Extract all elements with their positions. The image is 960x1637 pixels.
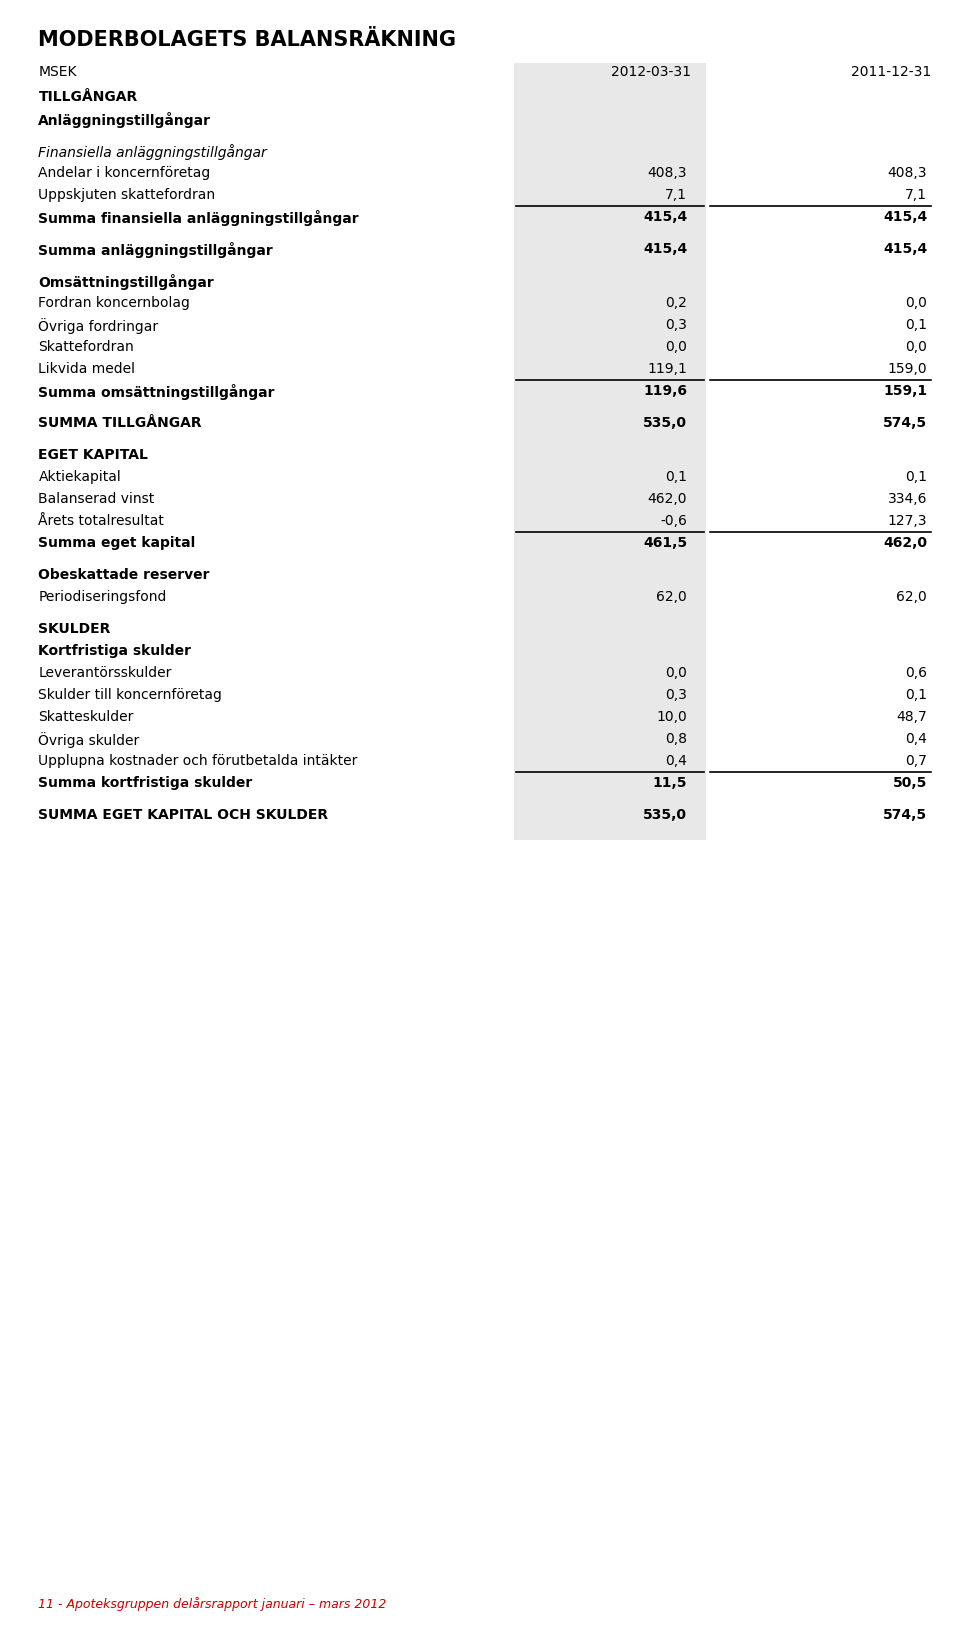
Text: Anläggningstillgångar: Anläggningstillgångar: [38, 111, 211, 128]
Text: 0,1: 0,1: [905, 688, 927, 702]
Text: 535,0: 535,0: [643, 416, 687, 431]
Text: Uppskjuten skattefordran: Uppskjuten skattefordran: [38, 188, 216, 201]
Text: Summa anläggningstillgångar: Summa anläggningstillgångar: [38, 242, 274, 259]
Text: 334,6: 334,6: [888, 493, 927, 506]
Text: 119,1: 119,1: [647, 362, 687, 377]
Text: 119,6: 119,6: [643, 385, 687, 398]
Text: -0,6: -0,6: [660, 514, 687, 529]
Text: 0,8: 0,8: [665, 732, 687, 746]
Text: 0,0: 0,0: [905, 340, 927, 354]
Text: 0,6: 0,6: [905, 666, 927, 679]
Text: Summa eget kapital: Summa eget kapital: [38, 535, 196, 550]
Text: Periodiseringsfond: Periodiseringsfond: [38, 589, 167, 604]
Text: Summa finansiella anläggningstillgångar: Summa finansiella anläggningstillgångar: [38, 210, 359, 226]
Text: 11 - Apoteksgruppen delårsrapport januari – mars 2012: 11 - Apoteksgruppen delårsrapport januar…: [38, 1598, 387, 1611]
Text: Leverantörsskulder: Leverantörsskulder: [38, 666, 172, 679]
Text: Andelar i koncernföretag: Andelar i koncernföretag: [38, 165, 210, 180]
Text: 50,5: 50,5: [893, 776, 927, 791]
Text: TILLGÅNGAR: TILLGÅNGAR: [38, 90, 137, 105]
Text: 0,0: 0,0: [665, 340, 687, 354]
Text: 7,1: 7,1: [665, 188, 687, 201]
Text: Summa kortfristiga skulder: Summa kortfristiga skulder: [38, 776, 252, 791]
Text: 0,1: 0,1: [665, 470, 687, 485]
Text: MODERBOLAGETS BALANSRÄKNING: MODERBOLAGETS BALANSRÄKNING: [38, 29, 456, 51]
Text: 159,0: 159,0: [888, 362, 927, 377]
Text: MSEK: MSEK: [38, 65, 77, 79]
Text: Summa omsättningstillgångar: Summa omsättningstillgångar: [38, 385, 275, 399]
Text: 574,5: 574,5: [883, 809, 927, 822]
Text: 10,0: 10,0: [657, 710, 687, 724]
Text: 0,3: 0,3: [665, 318, 687, 332]
Text: 0,2: 0,2: [665, 296, 687, 309]
Text: 0,4: 0,4: [905, 732, 927, 746]
Text: 2011-12-31: 2011-12-31: [851, 65, 931, 79]
Text: Skattefordran: Skattefordran: [38, 340, 134, 354]
Text: 0,3: 0,3: [665, 688, 687, 702]
Text: Övriga skulder: Övriga skulder: [38, 732, 139, 748]
Text: Obeskattade reserver: Obeskattade reserver: [38, 568, 210, 583]
Text: Omsättningstillgångar: Omsättningstillgångar: [38, 273, 214, 290]
Text: 415,4: 415,4: [643, 210, 687, 224]
Text: 7,1: 7,1: [905, 188, 927, 201]
Text: 461,5: 461,5: [643, 535, 687, 550]
Text: 408,3: 408,3: [648, 165, 687, 180]
Text: Upplupna kostnader och förutbetalda intäkter: Upplupna kostnader och förutbetalda intä…: [38, 755, 358, 768]
Text: 159,1: 159,1: [883, 385, 927, 398]
Text: 0,0: 0,0: [665, 666, 687, 679]
Text: Skulder till koncernföretag: Skulder till koncernföretag: [38, 688, 223, 702]
Text: Skatteskulder: Skatteskulder: [38, 710, 133, 724]
Text: 415,4: 415,4: [883, 210, 927, 224]
Text: Fordran koncernbolag: Fordran koncernbolag: [38, 296, 190, 309]
Text: 0,7: 0,7: [905, 755, 927, 768]
Text: Balanserad vinst: Balanserad vinst: [38, 493, 155, 506]
Text: 0,1: 0,1: [905, 470, 927, 485]
Text: 535,0: 535,0: [643, 809, 687, 822]
Text: Likvida medel: Likvida medel: [38, 362, 135, 377]
Text: 127,3: 127,3: [888, 514, 927, 529]
Text: 0,4: 0,4: [665, 755, 687, 768]
Text: Finansiella anläggningstillgångar: Finansiella anläggningstillgångar: [38, 144, 267, 160]
Text: Kortfristiga skulder: Kortfristiga skulder: [38, 643, 191, 658]
Text: 574,5: 574,5: [883, 416, 927, 431]
Text: 415,4: 415,4: [643, 242, 687, 255]
Text: 0,0: 0,0: [905, 296, 927, 309]
Text: Aktiekapital: Aktiekapital: [38, 470, 121, 485]
Text: 0,1: 0,1: [905, 318, 927, 332]
Text: 62,0: 62,0: [657, 589, 687, 604]
Text: 48,7: 48,7: [897, 710, 927, 724]
Text: Övriga fordringar: Övriga fordringar: [38, 318, 158, 334]
Text: SKULDER: SKULDER: [38, 622, 110, 637]
Text: SUMMA EGET KAPITAL OCH SKULDER: SUMMA EGET KAPITAL OCH SKULDER: [38, 809, 328, 822]
Text: Årets totalresultat: Årets totalresultat: [38, 514, 164, 529]
Text: 408,3: 408,3: [888, 165, 927, 180]
Text: 415,4: 415,4: [883, 242, 927, 255]
Text: EGET KAPITAL: EGET KAPITAL: [38, 449, 148, 462]
Text: 462,0: 462,0: [883, 535, 927, 550]
Text: SUMMA TILLGÅNGAR: SUMMA TILLGÅNGAR: [38, 416, 202, 431]
Text: 62,0: 62,0: [897, 589, 927, 604]
Text: 462,0: 462,0: [648, 493, 687, 506]
Text: 11,5: 11,5: [653, 776, 687, 791]
Bar: [514, 62, 706, 840]
Text: 2012-03-31: 2012-03-31: [612, 65, 691, 79]
